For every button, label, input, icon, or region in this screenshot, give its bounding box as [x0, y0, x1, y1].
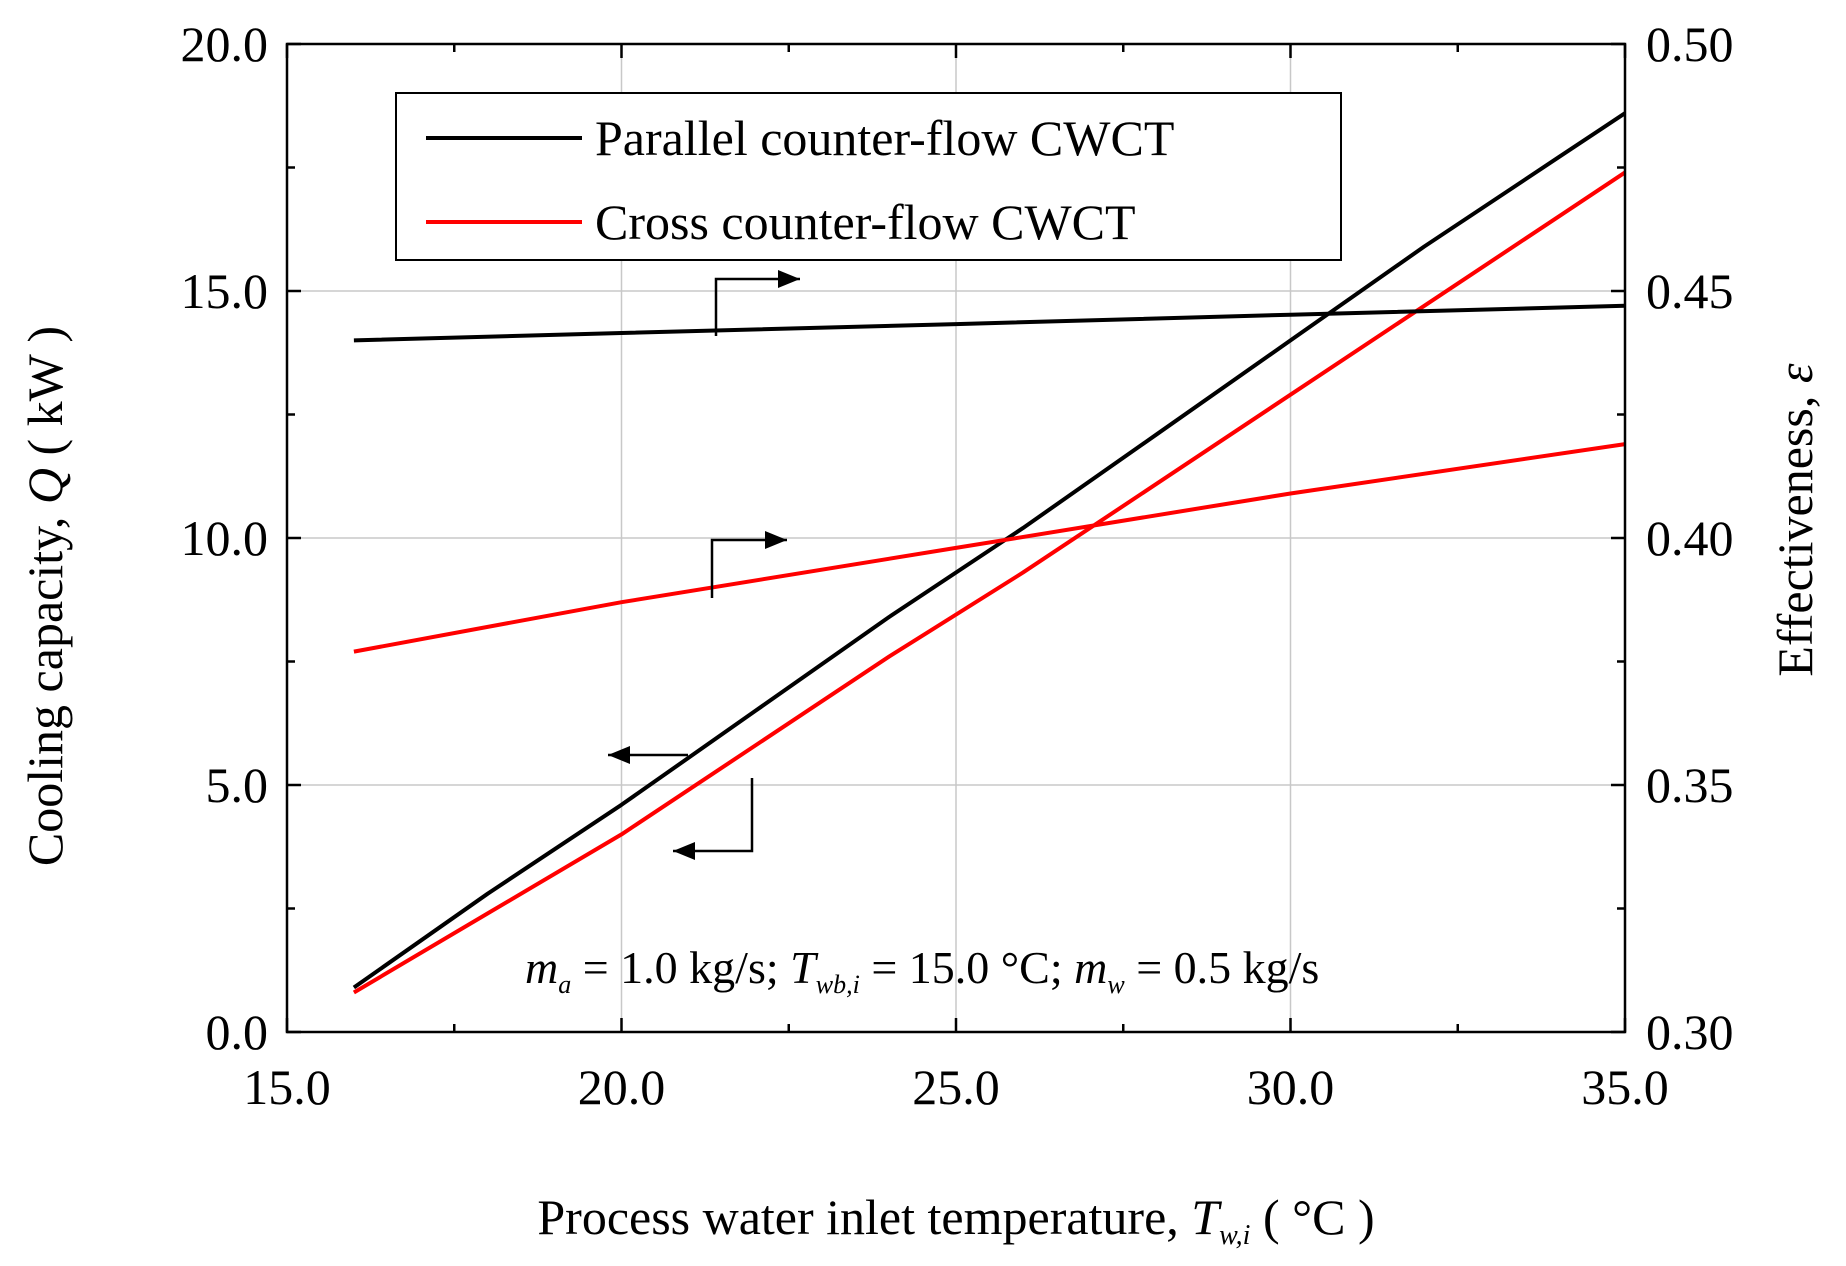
y-left-axis-title-symbol: Q	[17, 468, 73, 504]
legend: Parallel counter-flow CWCT Cross counter…	[395, 92, 1342, 261]
annot-twb-sub: wb,i	[816, 970, 860, 999]
arrow-cross-capacity-left-shaft	[673, 778, 754, 853]
cross-capacity-line	[352, 170, 1627, 995]
y-left-tick-label: 0.0	[206, 1004, 269, 1060]
y-left-tick-label: 10.0	[181, 510, 269, 566]
arrow-cross-effectiveness-right-head	[765, 531, 787, 549]
x-axis-title-prefix: Process water inlet temperature,	[537, 1189, 1191, 1245]
annot-mw-value: = 0.5 kg/s	[1125, 942, 1320, 993]
x-tick-label: 30.0	[1247, 1059, 1335, 1115]
arrow-parallel-capacity-left-head	[608, 746, 630, 764]
y-right-axis-title-prefix: Effectiveness,	[1767, 383, 1823, 676]
annot-ma-value: = 1.0 kg/s;	[571, 942, 790, 993]
y-right-axis-title-symbol: ε	[1767, 363, 1823, 383]
annot-ma-symbol: m	[525, 942, 558, 993]
arrow-cross-effectiveness-right	[710, 531, 787, 598]
parallel-capacity-line	[352, 111, 1627, 990]
y-right-tick-label: 0.40	[1646, 510, 1734, 566]
annot-twb-symbol: T	[790, 942, 819, 993]
annot-mw-symbol: m	[1074, 942, 1107, 993]
arrow-parallel-effectiveness-right	[714, 270, 800, 336]
x-tick-label: 20.0	[578, 1059, 666, 1115]
legend-label-cross: Cross counter-flow CWCT	[595, 194, 1136, 250]
x-tick-label: 15.0	[243, 1059, 331, 1115]
y-left-axis-title-suffix: ( kW )	[17, 326, 73, 468]
y-right-tick-label: 0.50	[1646, 16, 1734, 72]
cross-effectiveness-line	[353, 442, 1626, 654]
x-tick-label: 25.0	[912, 1059, 1000, 1115]
arrow-cross-capacity-left	[673, 778, 754, 860]
plot-frame	[285, 42, 1627, 1034]
x-axis-title: Process water inlet temperature, Tw,i ( …	[537, 1189, 1374, 1251]
series-layer	[352, 111, 1627, 995]
y-right-tick-label: 0.45	[1646, 263, 1734, 319]
y-left-tick-label: 15.0	[181, 263, 269, 319]
axis-indicator-arrows	[608, 270, 800, 860]
arrow-parallel-effectiveness-right-head	[778, 270, 800, 288]
annot-mw-sub: w	[1107, 970, 1125, 999]
x-axis-title-symbol: T	[1191, 1189, 1222, 1245]
x-axis-title-sub: w,i	[1219, 1220, 1250, 1251]
y-right-tick-label: 0.35	[1646, 757, 1734, 813]
y-left-tick-label: 5.0	[206, 757, 269, 813]
y-left-axis-title-prefix: Cooling capacity,	[17, 504, 73, 866]
arrow-cross-effectiveness-right-shaft	[710, 538, 787, 598]
y-left-axis-title: Cooling capacity, Q ( kW )	[17, 326, 73, 866]
legend-label-parallel: Parallel counter-flow CWCT	[595, 110, 1174, 166]
conditions-annotation: ma = 1.0 kg/s; Twb,i = 15.0 °C; mw = 0.5…	[525, 942, 1319, 999]
y-left-tick-label: 20.0	[181, 16, 269, 72]
arrow-parallel-effectiveness-right-shaft	[714, 277, 800, 336]
annot-ma-sub: a	[558, 970, 571, 999]
x-axis-title-suffix: ( °C )	[1250, 1189, 1374, 1245]
y-right-axis-title: Effectiveness, ε	[1767, 363, 1823, 676]
annot-twb-value: = 15.0 °C;	[860, 942, 1074, 993]
tick-labels: 15.0 20.0 25.0 30.0 35.0 0.0 5.0 10.0 15.0 20.0 0.…	[181, 16, 1734, 1115]
legend-box	[395, 92, 1342, 261]
arrow-parallel-capacity-left	[608, 746, 688, 764]
parallel-effectiveness-line	[353, 303, 1626, 343]
x-tick-label: 35.0	[1581, 1059, 1669, 1115]
arrow-cross-capacity-left-head	[673, 842, 695, 860]
y-right-tick-label: 0.30	[1646, 1004, 1734, 1060]
